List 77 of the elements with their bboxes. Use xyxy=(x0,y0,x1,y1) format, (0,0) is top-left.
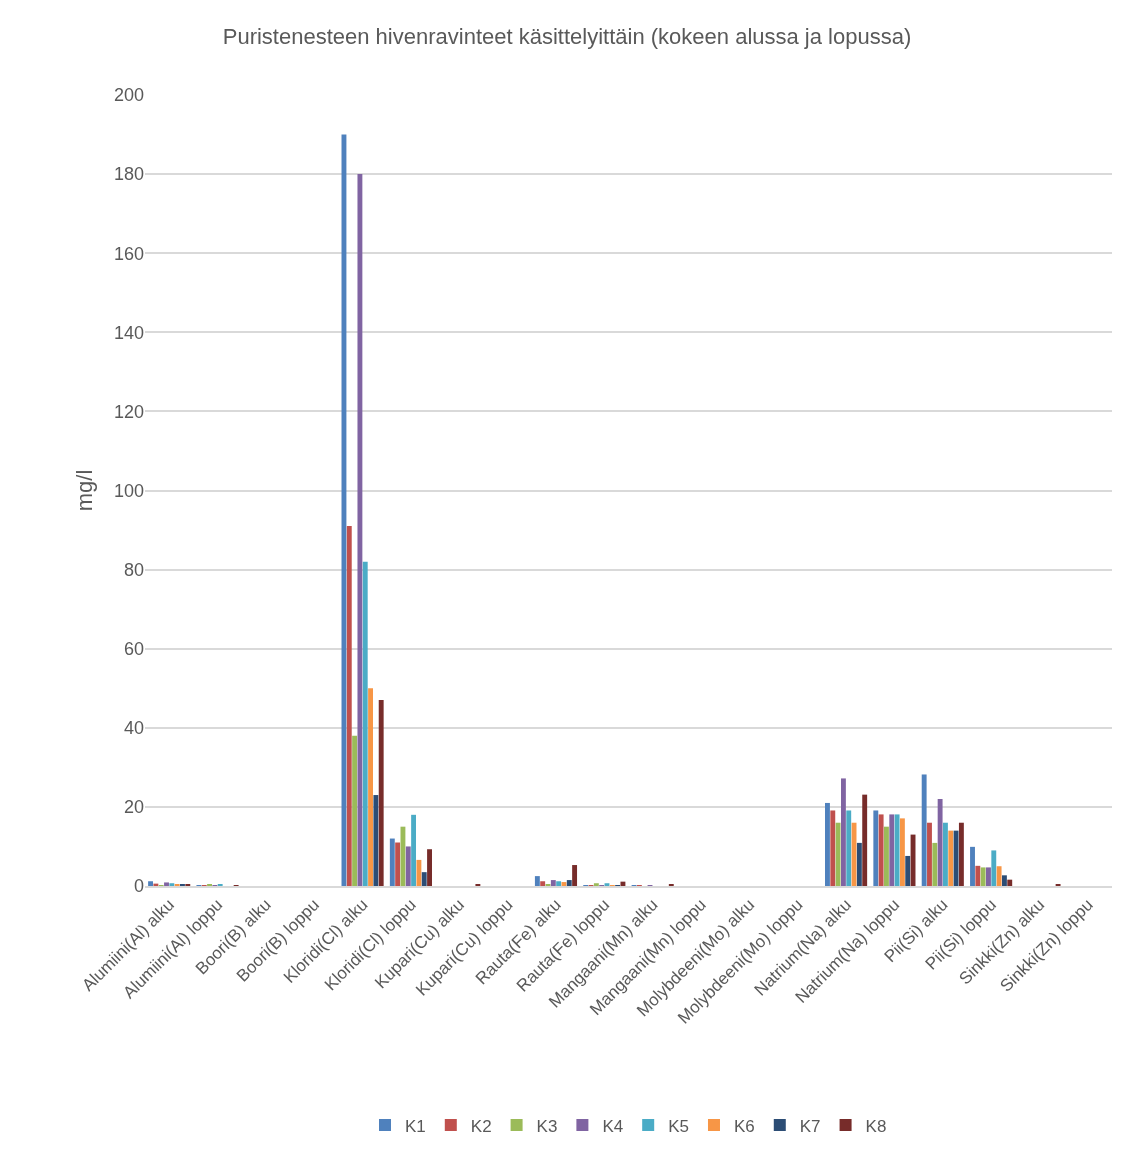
legend-label: K8 xyxy=(865,1116,887,1136)
bar xyxy=(975,865,981,886)
bar xyxy=(986,867,991,886)
y-tick-label: 20 xyxy=(123,797,144,818)
y-axis-title: mg/l xyxy=(71,469,97,512)
bar xyxy=(368,688,373,886)
y-tick-label: 40 xyxy=(123,718,144,739)
bar xyxy=(540,881,546,886)
bar xyxy=(550,880,556,886)
bar xyxy=(1007,879,1013,886)
legend-label: K5 xyxy=(668,1116,689,1136)
y-tick-label: 120 xyxy=(113,401,144,422)
bar xyxy=(937,798,943,886)
y-tick-label: 0 xyxy=(133,876,144,897)
bar xyxy=(373,795,379,886)
bar xyxy=(996,866,1002,886)
y-tick-label: 60 xyxy=(123,639,144,659)
bar xyxy=(395,842,401,886)
bar xyxy=(862,794,868,886)
bar xyxy=(169,883,175,886)
legend-label: K1 xyxy=(405,1116,426,1136)
bar xyxy=(416,859,422,886)
bar xyxy=(825,802,830,886)
bar xyxy=(927,822,932,886)
bar xyxy=(593,883,599,886)
legend-label: K2 xyxy=(470,1116,492,1136)
bar xyxy=(851,822,857,886)
bar xyxy=(948,830,954,886)
bar xyxy=(620,881,626,886)
bar xyxy=(830,810,836,886)
bar xyxy=(362,561,368,886)
bar xyxy=(921,774,927,886)
bar xyxy=(566,880,572,886)
bar xyxy=(878,814,884,886)
y-tick-label: 160 xyxy=(113,243,144,264)
bar xyxy=(873,810,879,886)
bar xyxy=(389,838,395,886)
bar xyxy=(894,814,900,886)
bar xyxy=(905,855,911,886)
bar xyxy=(942,822,948,886)
bar xyxy=(970,846,975,886)
bar xyxy=(357,174,363,886)
bar xyxy=(1001,875,1007,886)
y-tick-label: 200 xyxy=(113,85,144,106)
legend-label: K4 xyxy=(602,1116,624,1136)
bar xyxy=(427,849,432,886)
bar xyxy=(899,818,905,886)
bar xyxy=(840,778,846,886)
bar xyxy=(846,810,852,886)
bar xyxy=(556,881,562,886)
bar xyxy=(346,526,352,886)
bar xyxy=(352,735,358,886)
bar xyxy=(534,876,540,886)
bar xyxy=(953,830,959,886)
chart-title: Puristenesteen hivenravinteet käsittelyittäin (kokeen alussa ja lopussa) xyxy=(222,24,912,50)
bar xyxy=(980,867,986,886)
bar xyxy=(889,814,895,886)
bar xyxy=(884,826,889,886)
bar xyxy=(856,842,862,886)
y-tick-label: 180 xyxy=(113,164,144,185)
bar xyxy=(932,842,938,886)
y-tick-label: 100 xyxy=(113,480,144,501)
y-tick-label: 140 xyxy=(113,322,144,343)
bar xyxy=(164,882,169,886)
bar xyxy=(405,846,411,886)
legend-label: K6 xyxy=(733,1116,755,1136)
bar xyxy=(148,881,154,886)
bar xyxy=(378,700,384,886)
bar xyxy=(572,865,578,886)
bar xyxy=(958,822,964,886)
bar xyxy=(411,814,417,886)
legend-label: K7 xyxy=(799,1116,821,1136)
y-tick-label: 80 xyxy=(123,559,144,580)
legend-label: K3 xyxy=(536,1116,558,1136)
bar xyxy=(421,872,427,886)
bar xyxy=(835,822,841,886)
bar xyxy=(991,850,997,886)
